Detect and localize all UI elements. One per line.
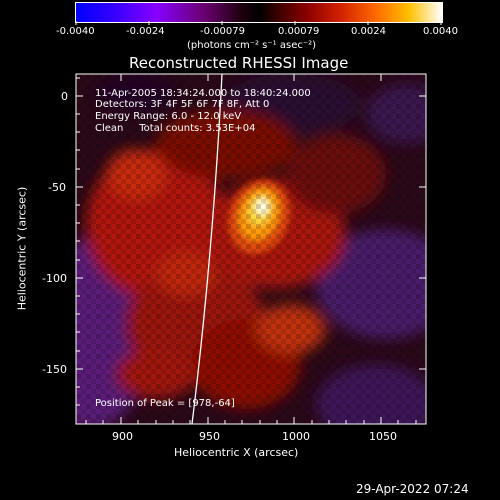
- annotation-peak: Position of Peak = [978,-64]: [95, 398, 235, 409]
- annotation-detectors: Detectors: 3F 4F 5F 6F 7F 8F, Att 0: [95, 99, 270, 110]
- x-tick-label: 900: [112, 430, 133, 443]
- colorbar-tick-label: -0.0024: [126, 26, 165, 37]
- colorbar-tick-label: 0.00079: [278, 26, 320, 37]
- annotation-energy: Energy Range: 6.0 - 12.0 keV: [95, 111, 242, 122]
- y-tick-label: -150: [42, 363, 67, 376]
- footer-timestamp: 29-Apr-2022 07:24: [356, 482, 469, 496]
- x-axis-label: Heliocentric X (arcsec): [174, 446, 299, 459]
- annotation-clean: Clean Total counts: 3.53E+04: [95, 123, 256, 134]
- colorbar-ticks: [75, 21, 442, 25]
- y-axis-label: Heliocentric Y (arcsec): [15, 186, 29, 311]
- colorbar-tick-label: 0.0040: [423, 26, 458, 37]
- annotation-time: 11-Apr-2005 18:34:24.000 to 18:40:24.000: [95, 88, 311, 99]
- colorbar-tick-label: -0.00079: [200, 26, 245, 37]
- colorbar-tick-label: 0.0024: [351, 26, 386, 37]
- x-tick-label: 1000: [282, 430, 310, 443]
- plot-title: Reconstructed RHESSI Image: [129, 54, 349, 72]
- y-tick-label: -100: [42, 272, 67, 285]
- colorbar-units: (photons cm⁻² s⁻¹ asec⁻²): [187, 40, 317, 51]
- rhessi-image: [76, 74, 426, 424]
- x-tick-label: 1050: [369, 430, 397, 443]
- colorbar-tick-label: -0.0040: [56, 26, 95, 37]
- y-tick-label: -50: [48, 181, 66, 194]
- x-tick-label: 950: [199, 430, 220, 443]
- y-tick-label: 0: [61, 90, 68, 103]
- solar-limb: [191, 74, 223, 424]
- colorbar: [75, 2, 443, 23]
